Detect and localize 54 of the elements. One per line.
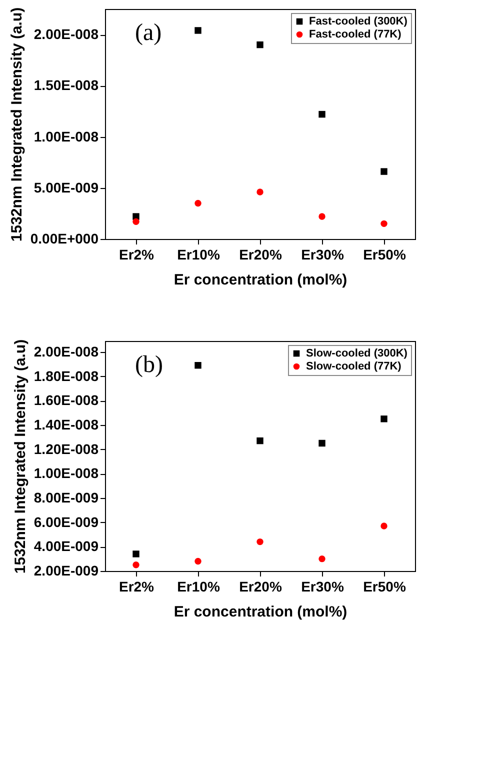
x-tick-label: Er30% (301, 246, 344, 262)
y-tick-label: 6.00E-009 (34, 514, 99, 530)
point (132, 562, 140, 568)
y-tick-label: 4.00E-009 (34, 538, 99, 554)
x-tick-label: Er20% (239, 578, 282, 594)
point (256, 538, 264, 546)
y-tick-label: 1.40E-008 (34, 416, 99, 432)
point (256, 437, 264, 444)
x-tick-label: Er50% (363, 246, 406, 262)
x-tick-label: Er50% (363, 578, 406, 594)
y-tick-label: 1.00E-008 (34, 465, 99, 482)
legend-label: Fast-cooled (300K) (309, 16, 408, 28)
point (194, 362, 202, 369)
x-tick-label: Er2% (118, 246, 155, 262)
point (380, 416, 388, 422)
x-tick-label: Er20% (239, 246, 282, 262)
point (318, 440, 326, 447)
y-tick-label: 1.60E-008 (34, 392, 99, 408)
legend-label: Slow-cooled (77K) (306, 360, 402, 372)
point (318, 555, 326, 562)
y-tick-label: 1.80E-008 (34, 368, 99, 384)
x-tick-label: Er10% (177, 578, 220, 594)
y-tick-label: 1.50E-008 (34, 77, 99, 94)
point (132, 550, 140, 558)
point (318, 110, 326, 118)
point (318, 213, 326, 220)
point (256, 41, 264, 48)
annotation: (a) (135, 20, 162, 46)
point (132, 218, 140, 225)
x-tick-label: Er10% (177, 246, 220, 262)
point (380, 522, 388, 530)
annotation: (b) (135, 352, 163, 378)
point (194, 200, 202, 207)
x-axis-title: Er concentration (mol%) (174, 604, 348, 620)
y-tick-label: 2.00E-009 (34, 562, 99, 578)
y-tick-label: 1.00E-008 (34, 128, 99, 144)
y-tick-label: 5.00E-009 (34, 179, 99, 196)
point (194, 558, 202, 565)
point (256, 188, 264, 196)
x-axis-title: Er concentration (mol%) (174, 272, 348, 288)
point (380, 220, 388, 228)
point (380, 168, 388, 175)
legend-label: Slow-cooled (300K) (306, 348, 408, 360)
y-tick-label: 2.00E-008 (34, 343, 99, 360)
x-tick-label: Er2% (118, 578, 155, 594)
y-tick-label: 0.00E+000 (30, 230, 99, 246)
y-axis-title: 1532nm Integrated Intensity (a.u) (12, 339, 29, 574)
y-axis-title: 1532nm Integrated Intensity (a.u) (8, 7, 26, 242)
y-tick-label: 2.00E-008 (34, 26, 99, 42)
y-tick-label: 8.00E-009 (34, 489, 99, 506)
x-tick-label: Er30% (301, 578, 344, 594)
y-tick-label: 1.20E-008 (34, 440, 99, 457)
legend-label: Fast-cooled (77K) (309, 28, 402, 40)
point (194, 27, 202, 34)
